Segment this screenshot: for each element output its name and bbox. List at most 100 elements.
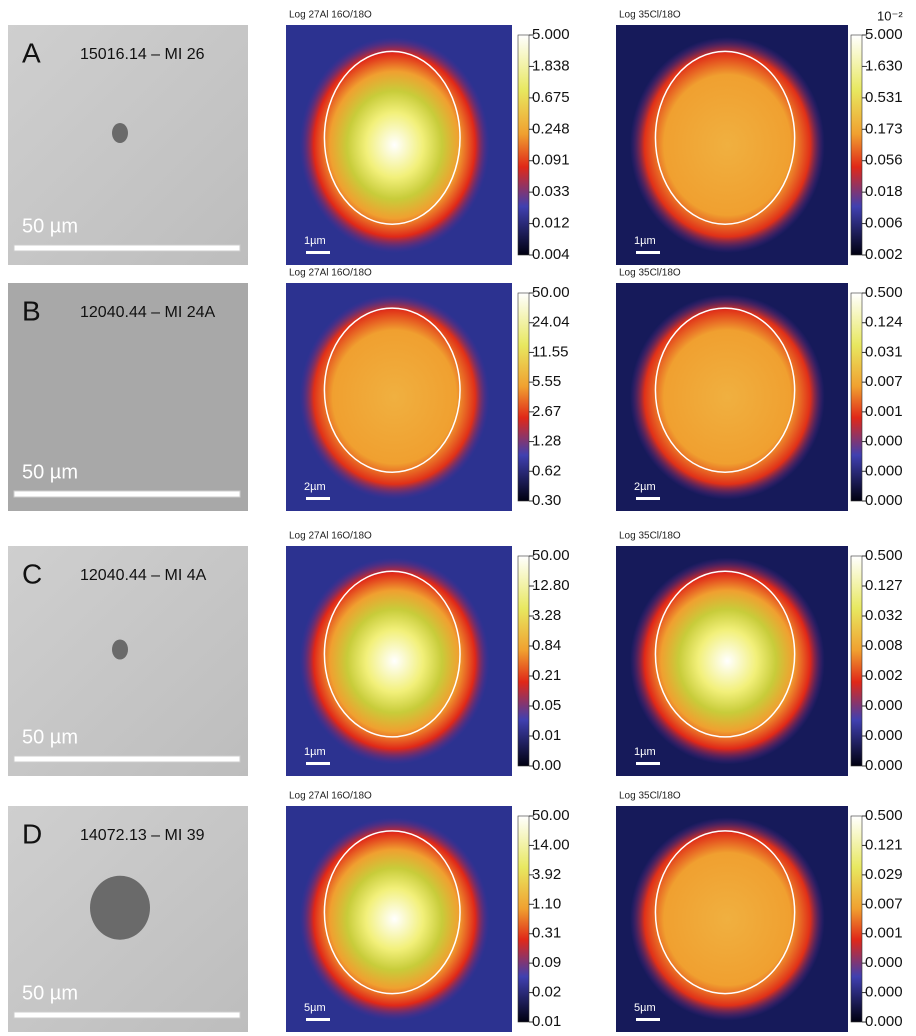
colorbar-tick-label: 0.05 xyxy=(532,697,561,714)
colorbar-tick-label: 5.55 xyxy=(532,373,561,390)
colorbar-tick-label: 0.018 xyxy=(865,183,903,200)
colorbar-tick-label: 0.091 xyxy=(532,152,570,169)
map-signal xyxy=(630,37,825,253)
map-scale-bar xyxy=(636,251,660,254)
map-title: Log 27Al 16O/18O xyxy=(289,268,372,279)
colorbar-tick-label: 0.31 xyxy=(532,925,561,942)
colorbar-tick-label: 0.000 xyxy=(865,433,903,450)
colorbar-tick-label: 0.000 xyxy=(865,954,903,971)
scale-bar-label: 50 µm xyxy=(22,982,78,1004)
colorbar-tick-label: 1.10 xyxy=(532,895,561,912)
map-scale-label: 5µm xyxy=(634,1002,656,1014)
map-signal xyxy=(630,294,825,499)
colorbar xyxy=(851,35,862,255)
colorbar-tick-label: 1.630 xyxy=(865,57,903,74)
map-scale-bar xyxy=(306,762,330,765)
sample-name: 15016.14 – MI 26 xyxy=(80,46,205,63)
colorbar-tick-label: 0.056 xyxy=(865,152,903,169)
scale-bar xyxy=(14,1012,240,1018)
scale-bar xyxy=(14,245,240,251)
colorbar-tick-label: 0.000 xyxy=(865,727,903,744)
colorbar-tick-label: 0.21 xyxy=(532,667,561,684)
colorbar xyxy=(851,816,862,1022)
colorbar-tick-label: 1.838 xyxy=(532,57,570,74)
colorbar-tick-label: 0.09 xyxy=(532,954,561,971)
colorbar-tick-label: 0.127 xyxy=(865,577,903,594)
colorbar-tick-label: 0.000 xyxy=(865,757,903,774)
colorbar-tick-label: 0.002 xyxy=(865,667,903,684)
colorbar-tick-label: 5.000 xyxy=(865,26,903,43)
colorbar xyxy=(518,293,529,501)
colorbar-tick-label: 0.01 xyxy=(532,1013,561,1030)
colorbar-tick-label: 0.02 xyxy=(532,984,561,1001)
colorbar-tick-label: 14.00 xyxy=(532,836,570,853)
colorbar-tick-label: 50.00 xyxy=(532,547,570,564)
map-scale-bar xyxy=(306,1018,330,1021)
map-signal xyxy=(630,558,825,765)
colorbar-tick-label: 0.500 xyxy=(865,547,903,564)
colorbar-tick-label: 0.01 xyxy=(532,727,561,744)
scale-bar xyxy=(14,756,240,762)
colorbar-tick-label: 0.121 xyxy=(865,836,903,853)
map-scale-bar xyxy=(306,251,330,254)
map-scale-label: 2µm xyxy=(634,481,656,493)
colorbar-tick-label: 0.248 xyxy=(532,120,570,137)
colorbar-tick-label: 0.031 xyxy=(865,343,903,360)
scale-bar xyxy=(14,491,240,497)
map-scale-label: 1µm xyxy=(304,746,326,758)
map-signal xyxy=(300,37,490,253)
figure: A 15016.14 – MI 26 50 µm Log 27Al 16O/18O 1µ… xyxy=(0,0,916,1036)
colorbar xyxy=(518,35,529,255)
map-scale-label: 1µm xyxy=(304,235,326,247)
colorbar xyxy=(851,556,862,766)
colorbar-tick-label: 0.62 xyxy=(532,462,561,479)
colorbar-tick-label: 0.000 xyxy=(865,462,903,479)
colorbar-tick-label: 0.531 xyxy=(865,89,903,106)
colorbar-tick-label: 0.000 xyxy=(865,492,903,509)
colorbar-tick-label: 0.006 xyxy=(865,215,903,232)
colorbar-tick-label: 0.30 xyxy=(532,492,561,509)
colorbar-tick-label: 50.00 xyxy=(532,807,570,824)
colorbar-tick-label: 0.001 xyxy=(865,925,903,942)
map-title: Log 27Al 16O/18O xyxy=(289,531,372,542)
map-title: Log 35Cl/18O xyxy=(619,791,681,802)
colorbar-tick-label: 50.00 xyxy=(532,284,570,301)
colorbar-tick-label: 12.80 xyxy=(532,577,570,594)
colorbar-tick-label: 0.007 xyxy=(865,373,903,390)
colorbar-tick-label: 1.28 xyxy=(532,433,561,450)
colorbar-tick-label: 0.012 xyxy=(532,215,570,232)
map-scale-label: 1µm xyxy=(634,235,656,247)
map-scale-label: 1µm xyxy=(634,746,656,758)
colorbar-tick-label: 3.92 xyxy=(532,866,561,883)
colorbar-tick-label: 0.032 xyxy=(865,607,903,624)
colorbar-tick-label: 0.00 xyxy=(532,757,561,774)
panel-letter: A xyxy=(22,37,41,68)
sample-name: 14072.13 – MI 39 xyxy=(80,827,205,844)
colorbar-tick-label: 0.173 xyxy=(865,120,903,137)
colorbar-tick-label: 0.001 xyxy=(865,403,903,420)
colorbar-tick-label: 0.000 xyxy=(865,984,903,1001)
colorbar-tick-label: 0.500 xyxy=(865,284,903,301)
scale-bar-label: 50 µm xyxy=(22,461,78,483)
colorbar-tick-label: 0.008 xyxy=(865,637,903,654)
scale-bar-label: 50 µm xyxy=(22,215,78,237)
map-title: Log 35Cl/18O xyxy=(619,10,681,21)
colorbar-tick-label: 3.28 xyxy=(532,607,561,624)
colorbar-tick-label: 0.004 xyxy=(532,246,570,263)
map-signal xyxy=(300,558,490,765)
map-title: Log 35Cl/18O xyxy=(619,268,681,279)
map-scale-bar xyxy=(636,762,660,765)
map-scale-label: 5µm xyxy=(304,1002,326,1014)
colorbar-tick-label: 0.124 xyxy=(865,314,903,331)
map-signal xyxy=(630,817,825,1020)
map-scale-bar xyxy=(306,497,330,500)
panel-letter: C xyxy=(22,558,42,589)
map-signal xyxy=(300,294,490,499)
sample-name: 12040.44 – MI 4A xyxy=(80,567,207,584)
inclusion xyxy=(112,640,128,660)
map-title: Log 27Al 16O/18O xyxy=(289,10,372,21)
colorbar-tick-label: 0.029 xyxy=(865,866,903,883)
colorbar-tick-label: 0.033 xyxy=(532,183,570,200)
colorbar-tick-label: 0.000 xyxy=(865,697,903,714)
map-signal xyxy=(300,817,490,1020)
